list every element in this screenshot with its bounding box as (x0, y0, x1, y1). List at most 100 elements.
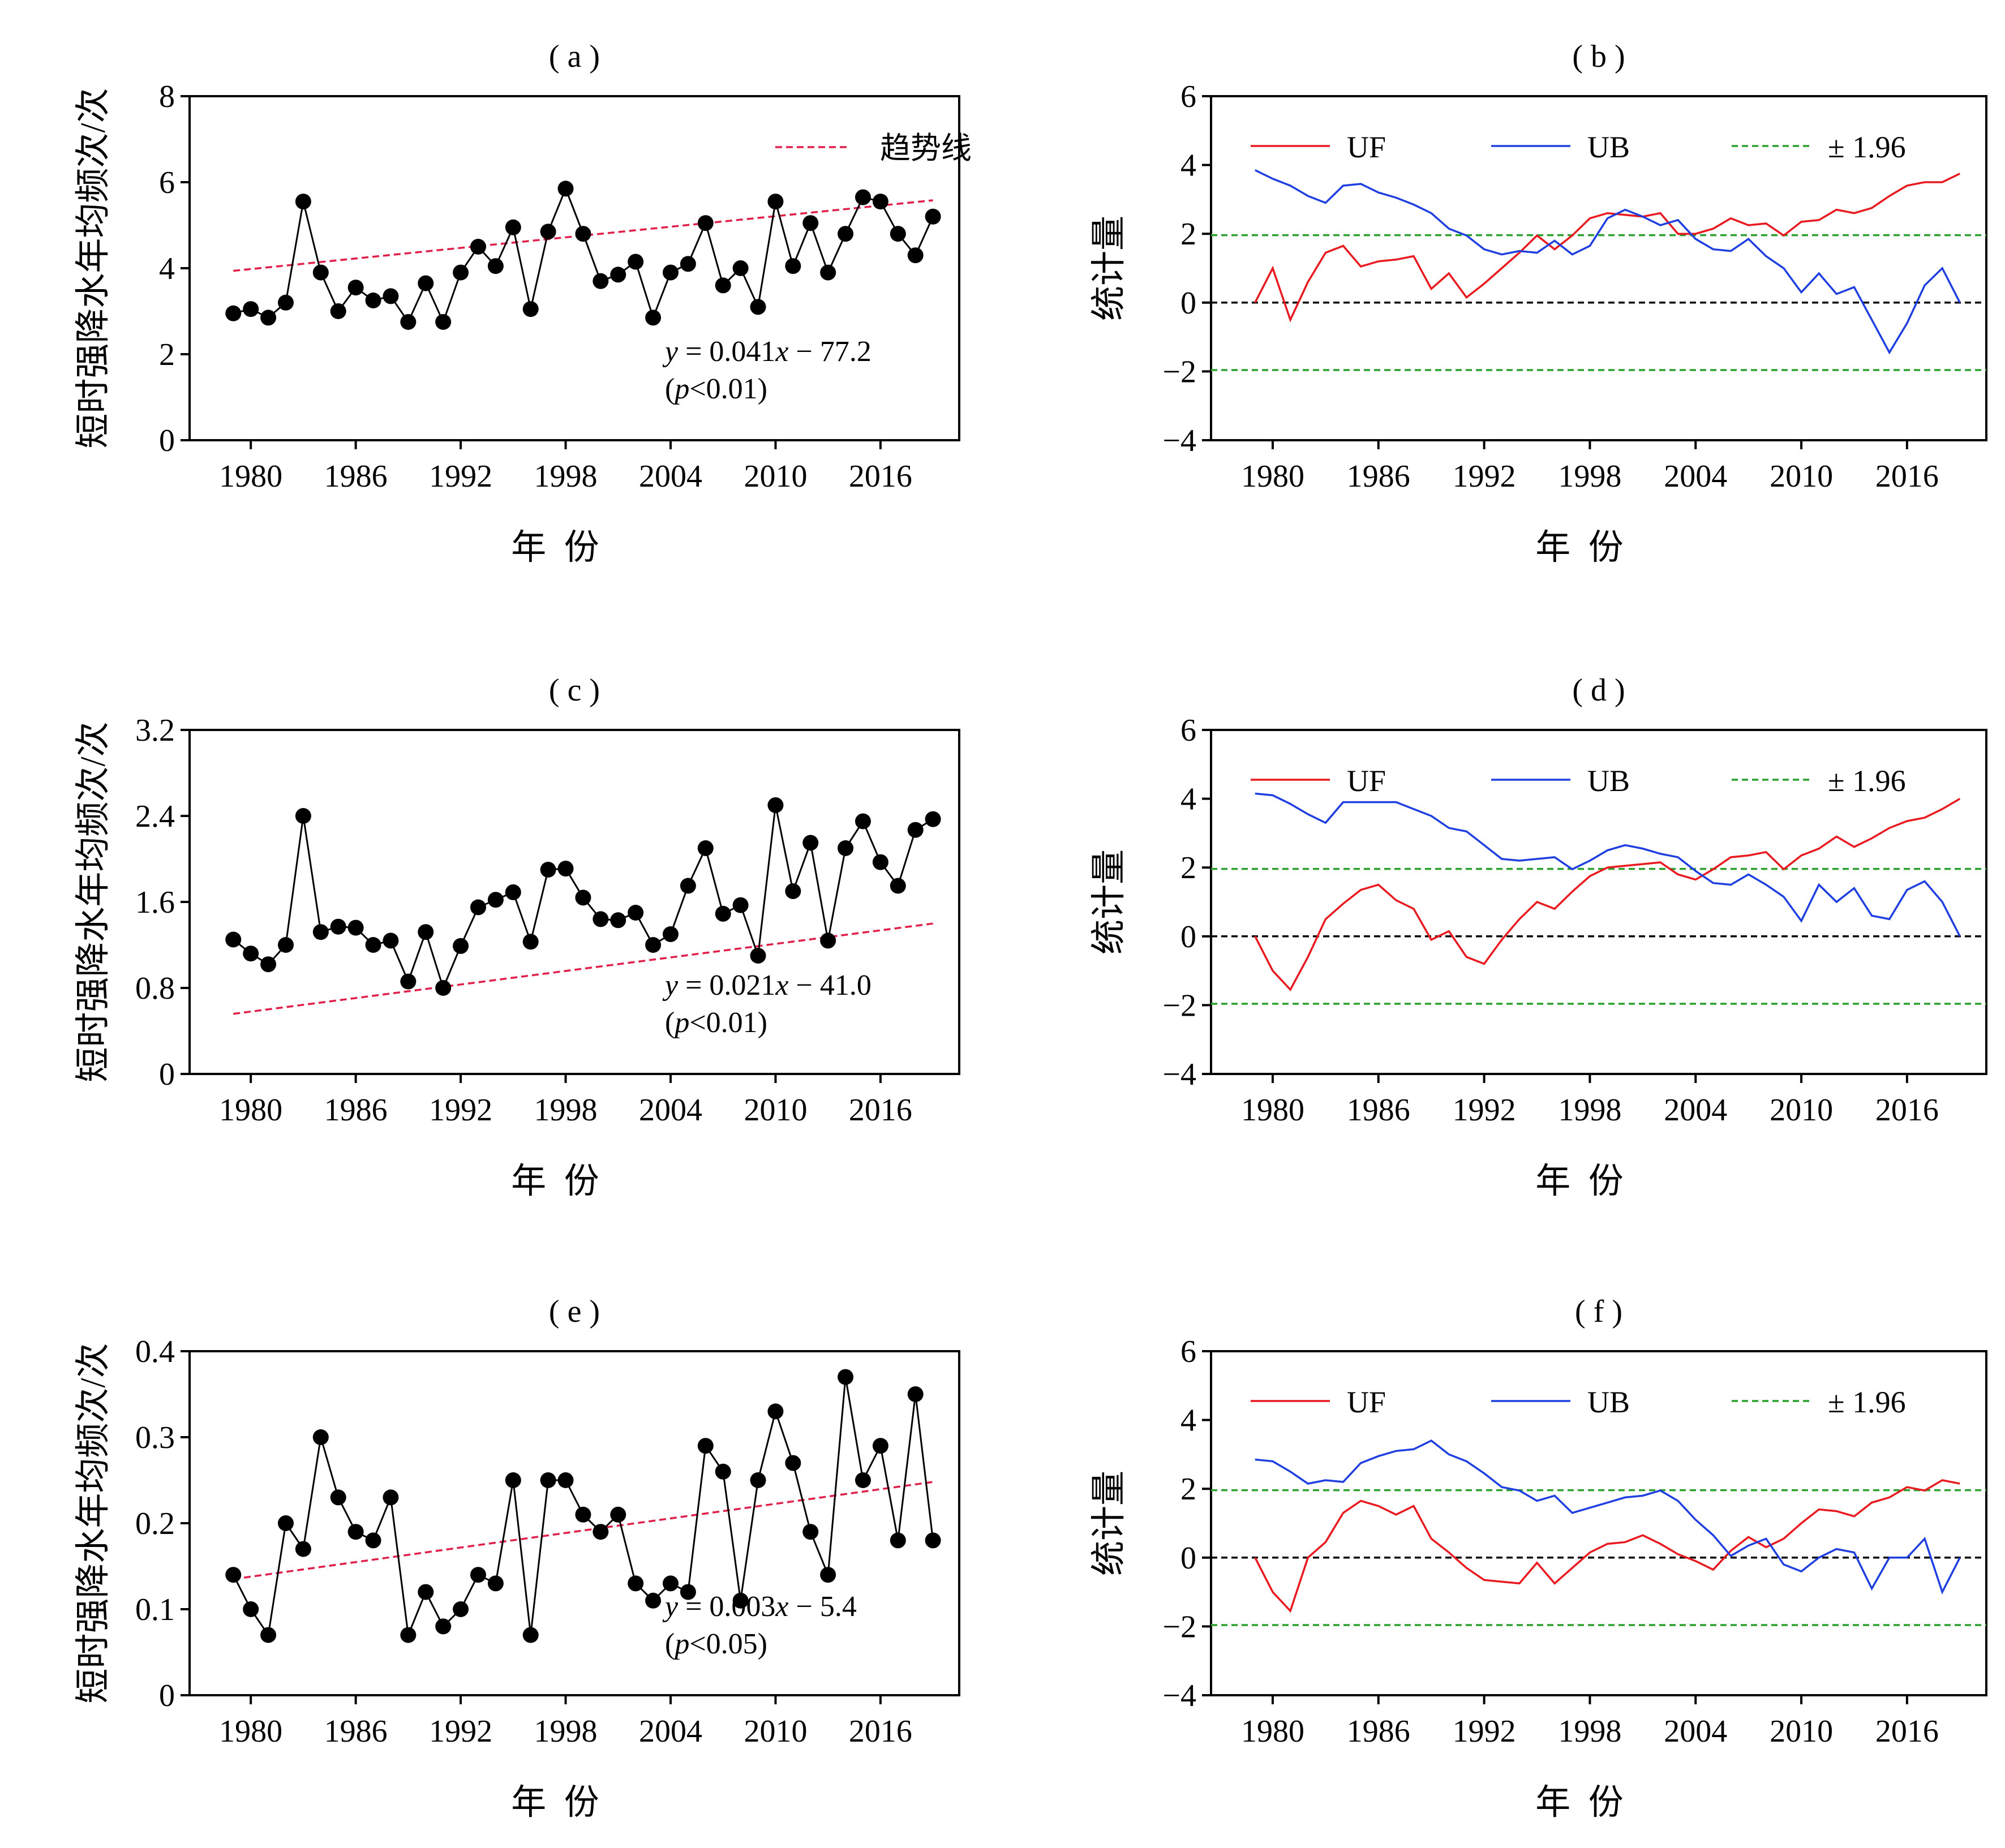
x-tick-label: 2004 (639, 1093, 702, 1128)
y-axis-title: 短时强降水年均频次/次 (74, 88, 113, 448)
data-point (890, 878, 906, 894)
legend-uf-label: UF (1347, 130, 1386, 164)
data-point (838, 226, 854, 242)
data-point (470, 1567, 486, 1583)
panel-b: ( b ) 1980 1986 1992 1998 2004 2010 2016 −4 −2 0 2 4… (1090, 39, 1987, 567)
regression-equation: y = 0.041x − 77.2 (662, 336, 871, 368)
data-point (855, 813, 871, 830)
y-tick-label: 6 (1180, 79, 1196, 114)
x-tick-label: 1986 (324, 1714, 388, 1749)
y-tick-label: 6 (1180, 713, 1196, 748)
data-point (610, 912, 626, 929)
data-point (732, 260, 749, 276)
data-point (628, 1575, 644, 1592)
y-axis-title: 统计量 (1090, 849, 1128, 955)
data-point (295, 1541, 311, 1557)
y-axis-title: 短时强降水年均频次/次 (74, 1343, 113, 1703)
data-point (383, 932, 399, 949)
data-point (365, 937, 381, 953)
x-tick-label: 2016 (849, 1714, 912, 1749)
y-tick-label: 0.1 (135, 1592, 175, 1627)
data-point (435, 980, 452, 996)
data-point (557, 180, 574, 197)
x-tick-label: 1986 (1347, 1714, 1410, 1749)
data-point (593, 1524, 609, 1540)
x-tick-label: 1986 (1347, 1093, 1410, 1128)
x-tick-label: 2004 (639, 1714, 702, 1749)
data-point (872, 854, 888, 870)
data-point (365, 1532, 381, 1549)
data-point (383, 1489, 399, 1506)
regression-equation: y = 0.003x − 5.4 (662, 1591, 857, 1623)
y-axis-title: 统计量 (1090, 216, 1128, 321)
data-point (400, 314, 417, 330)
data-point (418, 1584, 434, 1600)
y-tick-label: 1.6 (135, 885, 175, 920)
data-point (278, 1515, 294, 1531)
data-point (260, 310, 277, 326)
x-tick-label: 2016 (849, 1093, 912, 1128)
data-point (802, 1524, 819, 1540)
x-tick-label: 2016 (1875, 1093, 1939, 1128)
data-point (400, 1627, 417, 1643)
y-axis-title: 统计量 (1090, 1471, 1128, 1576)
data-point (750, 948, 766, 964)
x-axis-title: 年 份 (511, 1162, 604, 1201)
data-point (663, 264, 679, 281)
panel-c: ( c ) 1980 1986 1992 1998 2004 2010 2016 0 0.8 1.6… (74, 673, 960, 1201)
data-point (400, 973, 417, 990)
data-point (330, 303, 346, 319)
data-point (453, 264, 469, 281)
x-tick-label: 1992 (429, 459, 492, 494)
data-point (365, 293, 381, 308)
data-point (418, 275, 434, 291)
x-tick-label: 2010 (744, 1714, 807, 1749)
panel-title: ( e ) (549, 1294, 600, 1329)
x-tick-label: 2016 (1875, 459, 1939, 494)
data-point (540, 224, 556, 240)
data-point (593, 911, 609, 927)
x-tick-label: 1992 (429, 1093, 492, 1128)
data-point (767, 194, 784, 210)
y-tick-label: 6 (159, 165, 175, 200)
data-point (750, 1472, 766, 1488)
data-point (575, 1506, 591, 1523)
x-tick-label: 1980 (1241, 1714, 1304, 1749)
y-tick-label: 3.2 (135, 713, 175, 748)
y-tick-label: 8 (159, 79, 175, 114)
p-value: (p<0.01) (665, 1007, 767, 1039)
y-tick-label: 2.4 (135, 799, 175, 834)
x-tick-label: 2016 (849, 459, 912, 494)
x-tick-label: 1998 (1558, 1093, 1621, 1128)
data-point (872, 194, 888, 210)
data-point (715, 1463, 731, 1480)
data-point (243, 946, 259, 962)
x-tick-label: 2010 (744, 459, 807, 494)
data-point (505, 219, 521, 235)
y-tick-label: 2 (1180, 1472, 1196, 1507)
data-point (697, 840, 714, 856)
data-point (628, 905, 644, 921)
x-axis-title: 年 份 (511, 1783, 604, 1822)
data-point (890, 1532, 906, 1549)
x-tick-label: 2010 (1770, 459, 1833, 494)
data-point (487, 1575, 504, 1592)
data-point (890, 226, 906, 242)
y-tick-label: −4 (1162, 1057, 1196, 1092)
data-point (750, 299, 766, 315)
data-point (838, 1369, 854, 1385)
data-point (628, 253, 644, 270)
data-point (732, 897, 749, 913)
axes-frame (188, 729, 960, 1075)
panel-title: ( f ) (1575, 1294, 1622, 1329)
data-point (680, 256, 696, 272)
panel-e: ( e ) 1980 1986 1992 1998 2004 2010 2016 0 0.1 0.2… (74, 1294, 960, 1822)
data-point (820, 264, 836, 281)
y-tick-label: 4 (159, 251, 175, 286)
x-tick-label: 2004 (1664, 459, 1727, 494)
axes-frame (1210, 729, 1987, 1075)
x-tick-label: 1986 (324, 1093, 388, 1128)
data-point (347, 280, 364, 296)
data-point (278, 294, 294, 311)
data-point (820, 932, 836, 949)
